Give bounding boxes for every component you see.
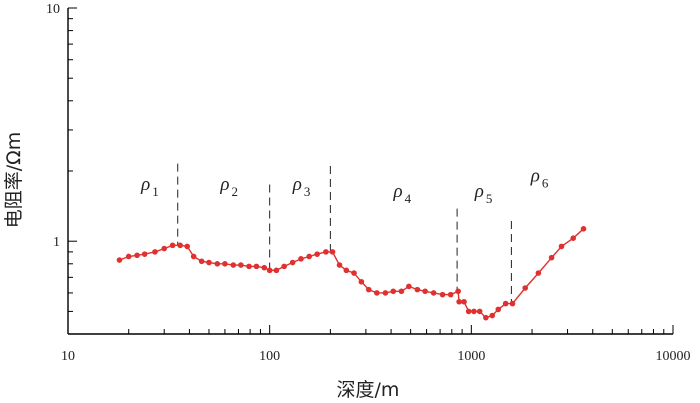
data-point [406, 283, 412, 290]
data-point [535, 270, 542, 276]
data-point [455, 288, 461, 295]
data-point [509, 300, 516, 307]
layer-label-subscript: 1 [152, 184, 159, 199]
data-point [190, 253, 197, 260]
data-point [125, 253, 132, 260]
data-point [222, 260, 228, 267]
data-point [336, 262, 343, 268]
data-point [456, 298, 462, 305]
data-point [343, 267, 350, 274]
data-point [261, 264, 268, 271]
data-point [238, 262, 244, 268]
data-point [502, 300, 509, 307]
data-point [116, 257, 123, 263]
data-point [439, 291, 446, 298]
data-point [289, 259, 296, 266]
y-axis-title: 电阻率/Ωm [3, 132, 25, 228]
data-point [483, 314, 489, 321]
data-point [548, 254, 555, 261]
layer-labels: ρ 1 ρ 2 ρ 3 ρ 4 ρ 5 ρ 6 [140, 166, 549, 206]
data-point [177, 242, 183, 249]
tick-labels: 10 100 1000 10000 1 10 [46, 2, 691, 364]
data-point [306, 253, 312, 260]
data-point [323, 249, 329, 255]
x-tick-label: 1000 [457, 349, 485, 364]
x-tick-label: 10000 [656, 349, 691, 364]
data-point [230, 262, 237, 268]
data-point [134, 252, 140, 259]
data-point [558, 243, 565, 250]
layer-label-subscript: 3 [304, 184, 311, 199]
data-point [314, 251, 320, 257]
data-point [246, 263, 252, 270]
layer-label-subscript: 5 [486, 191, 493, 206]
data-point [214, 260, 221, 267]
x-axis-title: 深度/m [337, 379, 400, 401]
data-point [281, 263, 287, 270]
data-point [198, 258, 205, 265]
data-point [570, 235, 577, 242]
data-point [161, 245, 168, 252]
data-point [253, 263, 260, 270]
layer-label-subscript: 4 [405, 191, 412, 206]
x-tick-label: 10 [61, 349, 75, 364]
data-point [522, 285, 529, 291]
data-point [273, 267, 280, 274]
x-tick-label: 100 [259, 349, 280, 364]
data-point [169, 242, 176, 249]
data-point [422, 288, 428, 295]
layer-boundaries [177, 163, 512, 304]
data-point [374, 290, 380, 296]
data-point [358, 278, 365, 285]
layer-label-subscript: 6 [542, 176, 549, 191]
data-point [476, 308, 483, 315]
data-point [495, 306, 502, 313]
data-point [351, 270, 357, 276]
resistivity-series [116, 226, 587, 321]
data-point [329, 249, 336, 255]
data-point [430, 290, 437, 296]
data-point [298, 256, 304, 262]
data-point [141, 251, 148, 257]
data-point [382, 290, 389, 296]
data-point [152, 249, 158, 255]
axis-ticks [67, 7, 674, 335]
data-point [184, 243, 190, 250]
data-point [206, 259, 212, 266]
data-point [390, 288, 397, 295]
layer-label-subscript: 2 [232, 184, 239, 199]
data-point [461, 298, 467, 305]
data-point [489, 312, 496, 319]
data-point [465, 308, 472, 315]
y-tick-label: 1 [53, 235, 60, 250]
y-tick-label: 10 [46, 2, 60, 17]
data-point [447, 291, 454, 298]
data-point [580, 226, 587, 232]
data-point [365, 286, 372, 293]
data-point [414, 286, 421, 293]
data-point [398, 288, 405, 295]
data-point [471, 308, 477, 315]
data-point [266, 267, 273, 274]
